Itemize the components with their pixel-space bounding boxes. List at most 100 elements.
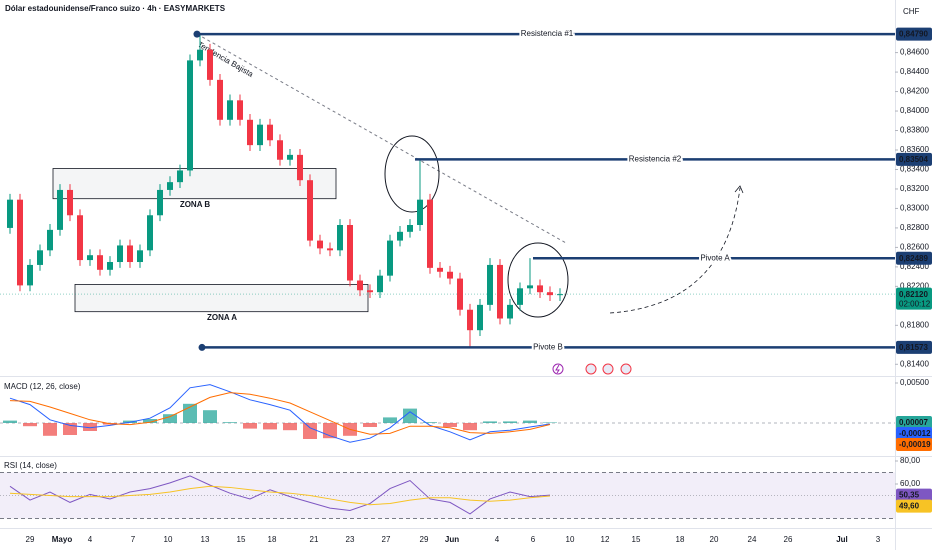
x-tick-label: Jul [836,535,848,544]
candle-body [67,189,73,216]
x-tick-label: 18 [676,535,685,544]
histogram-bar [3,420,17,423]
candle-body [367,290,373,293]
projection-arrow [609,187,741,314]
candle-body [127,245,133,263]
level-name: Pivote B [533,343,563,352]
price-badge-label: 0,82120 [899,290,928,299]
candle-body [257,124,263,146]
histogram-bar [443,423,457,427]
candle-body [467,309,473,331]
price-badge [896,27,932,41]
candle-body [437,267,443,272]
indicator-line [9,485,551,506]
candle-body [377,275,383,293]
candle-body [77,215,83,261]
y-tick-label: 0,83600 [900,145,929,154]
price-badge [896,415,932,429]
y-tick-label: 0,83000 [900,204,929,213]
candle-body [517,288,523,305]
candle-body [487,264,493,305]
event-icon[interactable] [602,363,614,375]
histogram-bar [503,421,517,423]
event-icon[interactable] [585,363,597,375]
price-badge-label: -0,00019 [899,440,931,449]
candle-body [217,79,223,120]
histogram-bar [483,421,497,423]
y-tick-label: 60,00 [900,479,921,488]
x-tick-label: 26 [784,535,793,544]
x-tick-label: 10 [566,535,575,544]
candle-body [507,304,513,319]
x-tick-label: 21 [310,535,319,544]
candle-body [297,154,303,181]
price-badge-label: 0,00007 [899,418,928,427]
candle-body [197,49,203,61]
price-badge [896,287,932,310]
histogram-bar [163,414,177,423]
y-tick-label: 0,84400 [900,67,929,76]
price-badge-label: 0,83504 [899,155,928,164]
candle-body [107,262,113,270]
candle-body [167,182,173,190]
histogram-bar [243,423,257,429]
x-tick-label: Mayo [52,535,73,544]
price-badge-label: 0,81573 [899,343,928,352]
x-tick-label: 12 [601,535,610,544]
price-badge [896,499,932,513]
y-tick-label: 0,81400 [900,359,929,368]
macd-title: MACD (12, 26, close) [4,382,81,391]
candle-body [327,248,333,251]
x-tick-label: Jun [445,535,459,544]
candle-body [137,250,143,263]
histogram-bar [263,423,277,430]
event-icon[interactable] [620,363,632,375]
histogram-bar [63,423,77,435]
y-tick-label: 0,00500 [900,378,929,387]
candle-body [547,292,553,296]
event-icon[interactable] [552,363,564,375]
candle-body [527,285,533,289]
price-badge [896,340,932,354]
chart-title: Dólar estadounidense/Franco suizo · 4h ·… [5,4,226,13]
zone [74,284,369,313]
candle-body [357,280,363,291]
candle-body [157,189,163,216]
histogram-bar [303,423,317,439]
price-badge [896,426,932,440]
candle-body [57,189,63,230]
candle-body [387,240,393,276]
y-tick-label: 0,82200 [900,281,929,290]
arrow-head [734,185,744,194]
price-badge [896,488,932,502]
candle-body [287,154,293,160]
event-icon-glyph [555,364,560,374]
candle-body [477,304,483,331]
price-badge-label: 0,82489 [899,254,928,263]
x-tick-label: 3 [876,535,881,544]
level-name: Resistencia #1 [521,29,574,38]
price-badge-label: -0,00012 [899,429,931,438]
x-tick-label: 29 [420,535,429,544]
candle-body [47,229,53,251]
y-tick-label: 0,83800 [900,126,929,135]
candle-body [427,199,433,268]
histogram-bar [143,419,157,423]
candle-body [397,231,403,241]
histogram-bar [523,420,537,423]
y-tick-label: 0,83400 [900,165,929,174]
histogram-bar [543,422,557,423]
price-badge-label: 49,60 [899,502,920,511]
zone-label: ZONA B [180,200,211,209]
level-name: Resistencia #2 [629,154,682,163]
price-badge [896,251,932,265]
histogram-bar [203,410,217,423]
zone [52,168,337,200]
y-tick-label: 0,84200 [900,87,929,96]
candle-body [177,170,183,183]
indicator-line [9,392,551,435]
candle-body [537,285,543,293]
rsi-title: RSI (14, close) [4,461,57,470]
